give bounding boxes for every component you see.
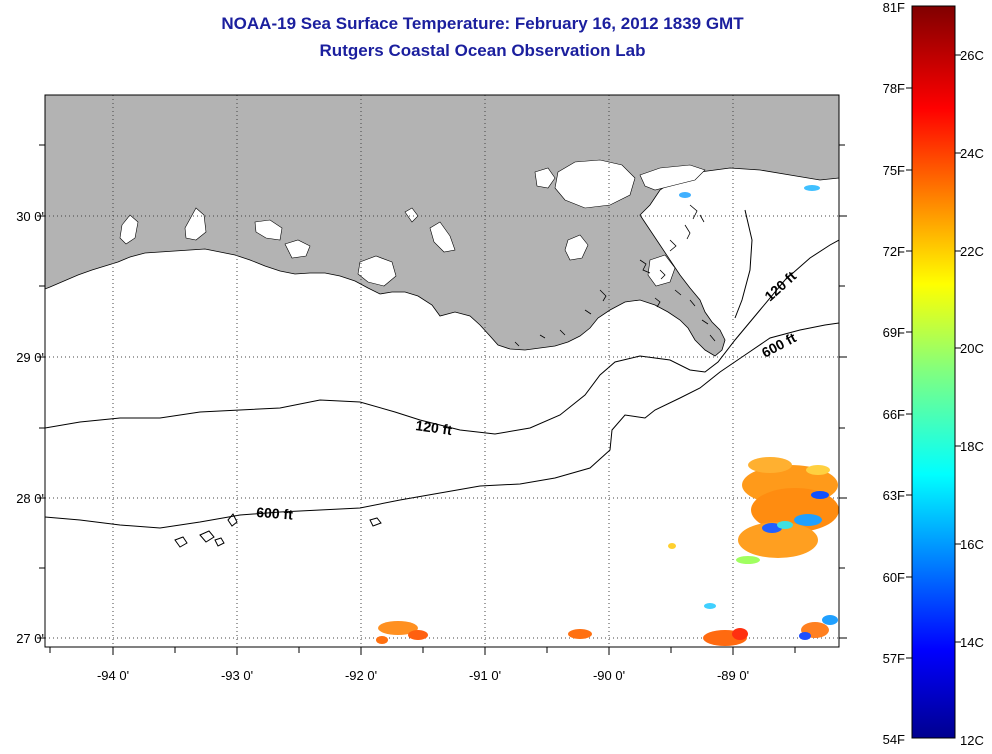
- colorbar-label-f: 66F: [883, 407, 905, 422]
- lat-label: 28 0': [16, 491, 44, 506]
- colorbar-label-c: 24C: [960, 146, 984, 161]
- colorbar-label-c: 20C: [960, 341, 984, 356]
- colorbar-label-f: 69F: [883, 325, 905, 340]
- contour-label-600ft-west: 600 ft: [256, 504, 294, 523]
- colorbar-label-c: 16C: [960, 537, 984, 552]
- marsh-detail: [514, 204, 716, 347]
- barrier-islands: [734, 209, 753, 319]
- colorbar-label-f: 81F: [883, 0, 905, 15]
- map-subtitle: Rutgers Coastal Ocean Observation Lab: [319, 41, 646, 60]
- colorbar-label-c: 18C: [960, 439, 984, 454]
- colorbar-label-f: 78F: [883, 81, 905, 96]
- graticule: [45, 95, 839, 647]
- lon-label: -91 0': [469, 668, 501, 683]
- axis-ticks: [37, 144, 847, 655]
- lat-label: 27 0': [16, 631, 44, 646]
- lon-label: -92 0': [345, 668, 377, 683]
- colorbar-label-f: 72F: [883, 244, 905, 259]
- lat-label: 30 0': [16, 209, 44, 224]
- colorbar-label-c: 26C: [960, 48, 984, 63]
- colorbar: [911, 5, 956, 739]
- map-title: NOAA-19 Sea Surface Temperature: Februar…: [221, 14, 744, 33]
- map-frame: [44, 94, 840, 648]
- lat-label: 29 0': [16, 350, 44, 365]
- inland-water: [119, 159, 706, 287]
- lon-label: -90 0': [593, 668, 625, 683]
- colorbar-label-f: 60F: [883, 570, 905, 585]
- colorbar-label-f: 63F: [883, 488, 905, 503]
- colorbar-label-f: 75F: [883, 163, 905, 178]
- colorbar-label-f: 57F: [883, 651, 905, 666]
- lon-label: -93 0': [221, 668, 253, 683]
- colorbar-label-c: 12C: [960, 733, 984, 748]
- bathymetry-contours: [45, 239, 839, 548]
- colorbar-ticks: [906, 54, 961, 659]
- colorbar-label-c: 22C: [960, 244, 984, 259]
- sst-data-patches: [376, 185, 839, 646]
- lon-label: -89 0': [717, 668, 749, 683]
- colorbar-label-f: 54F: [883, 732, 905, 747]
- lon-label: -94 0': [97, 668, 129, 683]
- contour-600ft: [45, 322, 839, 529]
- contour-label-120ft-west: 120 ft: [415, 417, 454, 438]
- colorbar-label-c: 14C: [960, 635, 984, 650]
- contour-120ft: [45, 239, 839, 435]
